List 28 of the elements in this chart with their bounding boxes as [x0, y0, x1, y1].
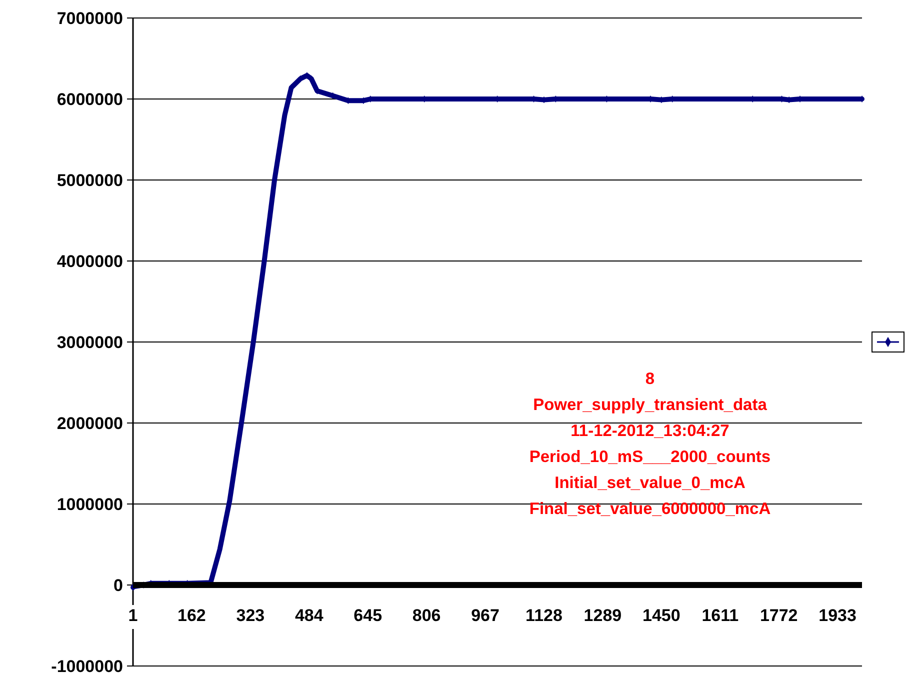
x-tick-label: 323	[236, 606, 265, 625]
x-tick-label: 1611	[702, 606, 739, 625]
x-tick-label: 967	[471, 606, 500, 625]
y-tick-label: 7000000	[56, 8, 123, 28]
y-tick-label: 5000000	[56, 170, 123, 190]
annotation: Period_10_mS___2000_counts	[529, 448, 771, 466]
x-tick-label: 645	[354, 606, 382, 625]
annotation: Power_supply_transient_data	[533, 396, 768, 414]
x-tick-label: 1	[128, 606, 138, 625]
y-tick-label: -1000000	[51, 656, 123, 673]
y-tick-label: 6000000	[56, 90, 123, 109]
y-tick-label: 2000000	[56, 414, 123, 433]
annotation: 8	[645, 370, 655, 388]
annotation: 11-12-2012_13:04:27	[570, 422, 730, 440]
x-tick-label: 1450	[642, 606, 680, 625]
x-tick-label: 1933	[818, 606, 856, 625]
x-tick-label: 1289	[584, 606, 622, 625]
x-tick-label: 162	[178, 606, 206, 625]
y-tick-label: 3000000	[56, 332, 123, 352]
x-tick-label: 1772	[760, 606, 798, 625]
annotation: Initial_set_value_0_mcA	[554, 474, 746, 492]
x-tick-label: 484	[294, 606, 324, 625]
y-tick-label: 1000000	[56, 494, 123, 514]
y-tick-label: 4000000	[56, 252, 123, 271]
annotation: Final_set_value_6000000_mcA	[529, 500, 771, 518]
x-tick-label: 806	[412, 606, 441, 625]
x-tick-label: 1128	[526, 606, 562, 625]
y-tick-label: 0	[114, 576, 123, 595]
